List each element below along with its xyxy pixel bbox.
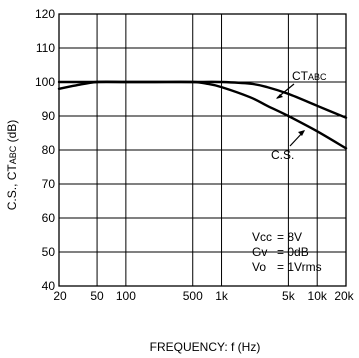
ctabc-arrow-icon [276, 94, 283, 99]
series-label-cs: C.S. [271, 130, 305, 162]
note-vo-label: Vo [252, 260, 266, 274]
tick-labels: 40 50 60 70 80 90 100 110 120 20 50 100 500 1k 5k 10k 20… [35, 7, 355, 303]
y-tick-label: 90 [42, 109, 56, 123]
y-axis-title-main: C.S., CT [5, 164, 19, 211]
x-tick-label: 20 [53, 289, 67, 303]
x-tick-label: 20k [334, 289, 354, 303]
x-tick-label: 500 [183, 289, 203, 303]
y-tick-label: 60 [42, 211, 56, 225]
y-axis-title-sub: ABC [8, 145, 18, 164]
y-axis-title: C.S., CTABC (dB) [5, 120, 19, 211]
x-tick-label: 5k [282, 289, 296, 303]
x-tick-label: 50 [90, 289, 104, 303]
note-gv-label: Gv [252, 245, 267, 259]
note-vcc-value: = 8V [277, 230, 302, 244]
series-line-cs [57, 80, 348, 150]
series-line-ctabc [57, 80, 348, 119]
y-tick-label: 70 [42, 177, 56, 191]
y-tick-label: 100 [35, 75, 55, 89]
series [57, 80, 348, 150]
cs-arrow-icon [298, 130, 305, 136]
series-label-ctabc-main: CT [292, 69, 309, 83]
x-tick-label: 1k [215, 289, 229, 303]
series-label-ctabc-sub: ABC [308, 72, 327, 82]
plot-frame [58, 13, 347, 287]
y-tick-label: 50 [42, 245, 56, 259]
y-tick-label: 80 [42, 143, 56, 157]
conditions-note: Vcc = 8V Gv = 0dB Vo = 1Vrms [252, 230, 322, 274]
series-label-cs-text: C.S. [271, 148, 294, 162]
x-axis-title: FREQUENCY: f (Hz) [150, 340, 261, 354]
note-vo-value: = 1Vrms [277, 260, 322, 274]
series-label-ctabc: CT ABC [276, 69, 327, 99]
x-tick-label: 10k [308, 289, 328, 303]
y-tick-label: 40 [42, 279, 56, 293]
y-tick-label: 110 [36, 41, 55, 55]
y-tick-label: 120 [35, 7, 55, 21]
note-gv-value: = 0dB [277, 245, 309, 259]
note-vcc-label: Vcc [252, 230, 272, 244]
y-axis-title-unit: (dB) [5, 120, 19, 146]
x-tick-label: 100 [116, 289, 136, 303]
